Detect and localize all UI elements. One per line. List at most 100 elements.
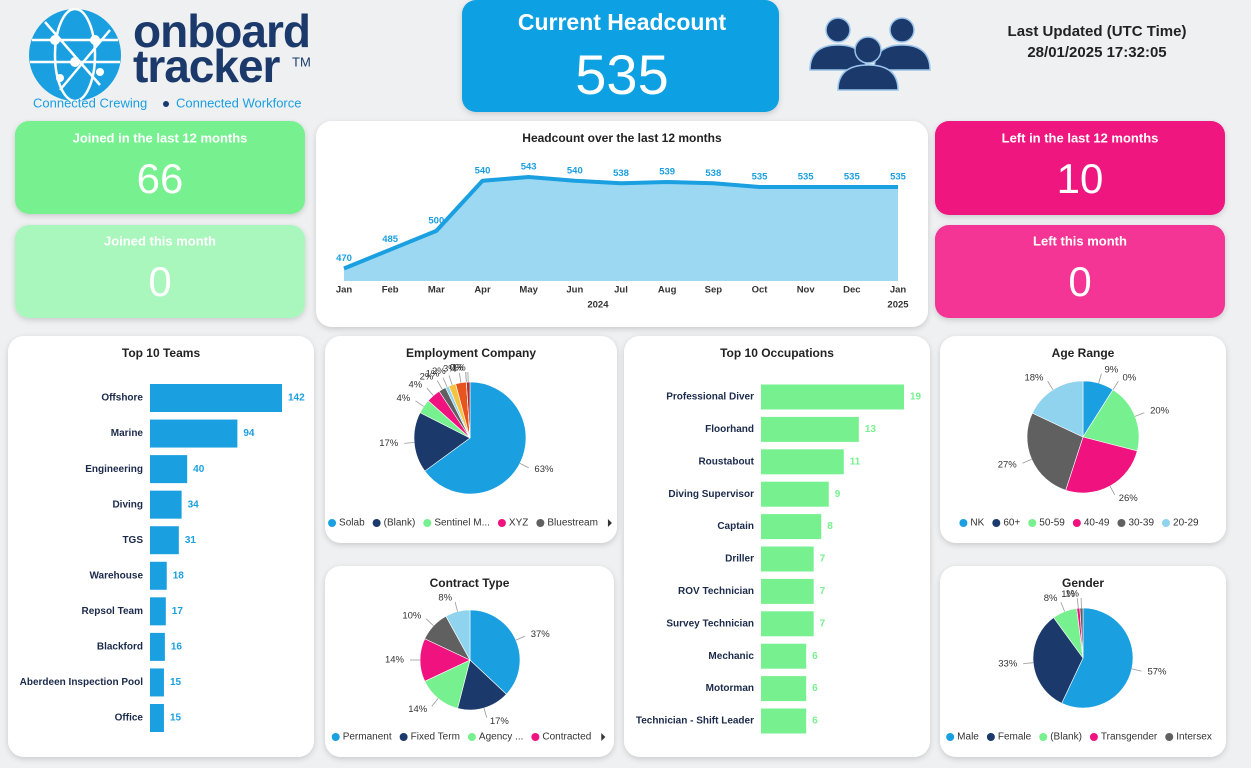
chart-title: Contract Type [430,576,510,590]
bar [761,676,807,702]
slice-label: 33% [998,659,1018,670]
leader-line [425,618,434,627]
legend-label: Contracted [542,732,591,743]
brand-line2: tracker [133,40,281,92]
value-label: 34 [188,499,200,510]
bar [150,597,166,626]
slice-label: 4% [409,380,423,391]
legend-label: Solab [339,518,365,529]
value-label: 500 [428,215,444,226]
bar [150,490,182,519]
leader-line [1098,373,1102,384]
pie-slice [424,381,527,495]
value-label: 470 [336,253,352,264]
kpi-value: 0 [1068,258,1091,305]
chart-title: Age Range [1052,346,1115,360]
category-label: Floorhand [705,424,754,435]
value-label: 540 [567,165,583,176]
kpi-label: Left in the last 12 months [1002,130,1159,145]
legend-swatch [1089,733,1098,741]
value-label: 7 [820,586,826,597]
area-fill [344,177,898,281]
bar [150,526,179,555]
bar [150,561,167,590]
joined-month-card [15,225,305,318]
legend-swatch [331,733,340,741]
bar [761,578,814,604]
legend-label: (Blank) [1050,732,1082,743]
category-label: Professional Diver [666,392,754,403]
chart-title: Employment Company [406,346,536,360]
legend: Permanent Fixed Term Agency ... Contracted [331,732,606,743]
legend: Male Female (Blank) Transgender Intersex [946,732,1212,743]
value-label: 40 [193,464,205,475]
leader-line [1022,458,1032,464]
legend-label: Male [957,732,979,743]
logo: onboard tracker TM Connected Crewing Con… [29,5,311,110]
chart-title: Top 10 Teams [122,346,201,360]
leader-line [1109,485,1116,496]
legend-swatch [423,519,432,527]
category-label: Captain [717,521,754,532]
slice-label: 1% [1065,589,1079,600]
slice-label: 2% [432,366,446,377]
kpi-label: Joined in the last 12 months [73,130,248,145]
category-label: Diving [112,499,143,510]
value-label: 19 [910,392,922,403]
value-label: 538 [705,168,721,179]
value-label: 9 [835,489,841,500]
slice-label: 17% [379,438,399,449]
value-label: 485 [382,234,399,245]
legend-more-arrow [601,733,606,741]
value-label: 142 [288,393,305,404]
legend-label: 20-29 [1173,518,1199,529]
bar [150,632,165,661]
category-label: Engineering [85,464,143,475]
category-label: Motorman [706,683,754,694]
legend-swatch [946,733,955,741]
legend-label: Transgender [1101,732,1158,743]
leader-line [1131,668,1142,672]
bar [150,668,164,697]
legend-swatch [986,733,995,741]
bar [761,514,822,540]
legend-swatch [467,733,476,741]
slice-label: 0% [450,363,464,374]
bar [150,455,188,484]
leader-line [415,400,424,407]
kpi-value: 0 [148,258,171,305]
line [343,175,898,271]
category-label: Driller [725,554,754,565]
x-group-label: 2025 [887,300,909,311]
value-label: 16 [171,642,183,653]
legend-label: Bluestream [547,518,598,529]
legend-swatch [1028,519,1037,527]
category-label: Mechanic [708,651,754,662]
legend-swatch [1162,519,1171,527]
value-label: 543 [521,162,537,173]
x-tick-label: Jun [566,285,583,296]
value-label: 540 [475,165,491,176]
legend-swatch [1072,519,1081,527]
value-label: 94 [243,428,255,439]
legend-swatch [328,519,337,527]
legend-label: XYZ [509,518,528,529]
left-12-card [935,121,1225,215]
legend-swatch [372,519,381,527]
kpi-value: 66 [137,155,184,202]
x-tick-label: Nov [797,285,816,296]
legend-swatch [536,519,545,527]
leader-line [431,698,439,707]
left-month-card [935,225,1225,318]
bar [761,384,904,410]
slice-label: 8% [1044,593,1058,604]
category-label: ROV Technician [678,586,754,597]
category-label: Technician - Shift Leader [636,716,754,727]
pie-slice [413,412,471,472]
slice-label: 14% [408,704,428,715]
legend-label: Agency ... [479,732,523,743]
value-label: 535 [890,172,907,183]
headcount-value: 535 [575,43,668,106]
people-icon [809,17,931,91]
